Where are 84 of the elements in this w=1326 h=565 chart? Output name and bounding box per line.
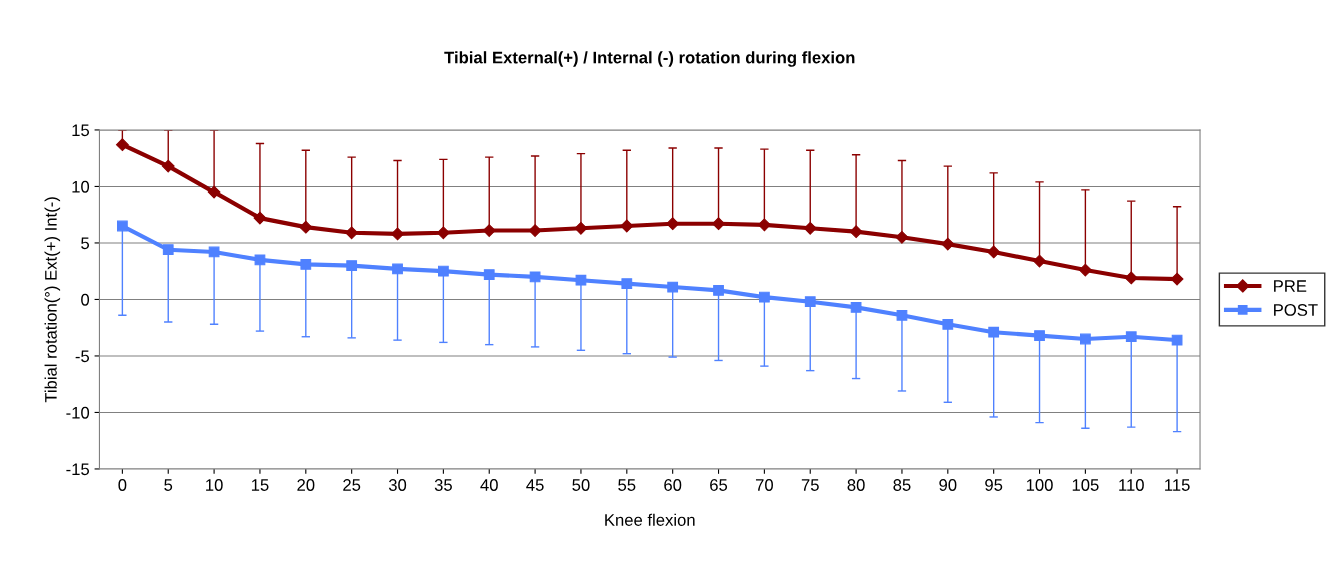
point bbox=[1170, 272, 1184, 286]
x-tick-label: 105 bbox=[1072, 479, 1099, 491]
point bbox=[436, 226, 450, 240]
point bbox=[207, 185, 221, 199]
point bbox=[667, 281, 679, 293]
point bbox=[346, 260, 358, 271]
x-tick-label: 95 bbox=[985, 479, 1003, 491]
x-tick-label: 80 bbox=[847, 479, 865, 491]
y-tick-label: 10 bbox=[72, 180, 90, 193]
point bbox=[392, 263, 403, 275]
x-tick-label: 115 bbox=[1165, 479, 1190, 491]
point bbox=[1171, 334, 1183, 346]
point bbox=[438, 265, 449, 277]
point bbox=[575, 274, 587, 286]
point bbox=[483, 269, 495, 280]
y-tick-label: 15 bbox=[72, 124, 90, 137]
point bbox=[803, 221, 817, 235]
x-tick-label: 0 bbox=[118, 479, 127, 491]
point bbox=[850, 301, 862, 313]
point bbox=[345, 226, 359, 240]
point bbox=[254, 254, 266, 266]
point bbox=[895, 230, 909, 244]
point bbox=[759, 291, 770, 303]
x-tick-label: 20 bbox=[297, 479, 315, 491]
point bbox=[988, 326, 1000, 338]
point bbox=[666, 217, 680, 231]
x-tick-label: 75 bbox=[801, 479, 819, 491]
x-tick-label: 45 bbox=[526, 479, 544, 491]
x-axis-title: Knee flexion bbox=[605, 513, 695, 526]
point bbox=[253, 211, 267, 225]
y-tick-label: 5 bbox=[81, 237, 90, 250]
point bbox=[299, 220, 313, 234]
point bbox=[528, 224, 542, 237]
point bbox=[621, 278, 633, 290]
point bbox=[574, 221, 588, 235]
point bbox=[482, 224, 496, 237]
point bbox=[1078, 263, 1092, 277]
point bbox=[757, 218, 771, 232]
x-tick-label: 10 bbox=[206, 479, 223, 491]
point bbox=[942, 318, 954, 330]
point bbox=[161, 159, 175, 173]
point bbox=[300, 259, 312, 270]
x-tick-label: 50 bbox=[572, 479, 590, 491]
x-tick-label: 55 bbox=[618, 479, 636, 491]
y-tick-label: 0 bbox=[81, 293, 90, 306]
point bbox=[896, 309, 908, 321]
point bbox=[941, 237, 955, 251]
x-tick-label: 60 bbox=[664, 479, 682, 491]
legend-label: PRE bbox=[1274, 280, 1307, 292]
point bbox=[1124, 271, 1138, 285]
point bbox=[987, 245, 1001, 259]
point bbox=[391, 227, 404, 241]
x-tick-label: 85 bbox=[893, 479, 911, 491]
point bbox=[1125, 331, 1137, 343]
point bbox=[1034, 330, 1045, 341]
point bbox=[117, 220, 128, 232]
y-tick-label: -5 bbox=[75, 350, 90, 363]
chart-title: Tibial External(+) / Internal (-) rotation during flexion bbox=[444, 51, 855, 67]
x-tick-label: 5 bbox=[164, 479, 173, 491]
x-tick-label: 110 bbox=[1119, 479, 1144, 491]
point bbox=[849, 225, 863, 239]
x-tick-label: 40 bbox=[480, 479, 498, 491]
y-axis-title: Tibial rotation(°) Ext(+) Int(-) bbox=[44, 197, 61, 403]
point bbox=[804, 296, 816, 308]
point bbox=[208, 246, 220, 258]
point bbox=[115, 138, 129, 152]
point bbox=[1033, 254, 1046, 268]
point bbox=[712, 217, 725, 231]
x-tick-label: 70 bbox=[755, 479, 773, 491]
x-tick-label: 100 bbox=[1026, 479, 1053, 491]
x-tick-label: 15 bbox=[251, 479, 269, 491]
y-tick-label: -10 bbox=[66, 406, 90, 419]
x-tick-label: 65 bbox=[710, 479, 728, 491]
x-tick-label: 90 bbox=[939, 479, 957, 491]
x-tick-label: 35 bbox=[434, 479, 452, 491]
point bbox=[162, 244, 174, 256]
point bbox=[1080, 333, 1091, 345]
legend-label: POST bbox=[1274, 304, 1318, 316]
point bbox=[620, 219, 634, 233]
point bbox=[713, 285, 724, 296]
y-tick-label: -15 bbox=[66, 463, 90, 476]
x-tick-label: 25 bbox=[343, 479, 361, 491]
x-tick-label: 30 bbox=[388, 479, 407, 491]
point bbox=[529, 271, 541, 283]
